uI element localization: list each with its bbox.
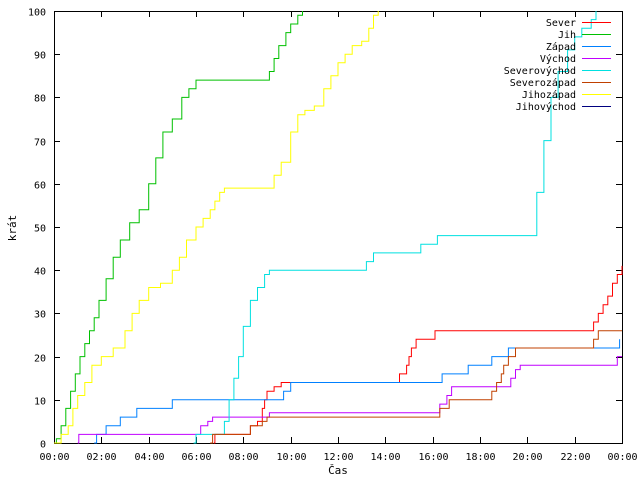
x-tick-label: 00:00	[39, 452, 69, 463]
legend-label: Severozápad	[510, 77, 576, 89]
series-line	[77, 356, 622, 444]
series-line	[210, 330, 622, 444]
legend-label: Východ	[540, 53, 576, 65]
y-tick-label: 50	[34, 224, 46, 235]
y-tick-label: 90	[34, 51, 46, 62]
x-axis: 00:00 02:00 04:00 06:00 08:00 10:00 12:00 14:00…	[39, 11, 638, 463]
y-tick-label: 80	[34, 94, 46, 105]
series-line	[193, 11, 597, 444]
series-layer	[54, 11, 623, 444]
x-tick-label: 06:00	[181, 452, 211, 463]
series-line	[213, 265, 623, 444]
legend: SeverJihZápadVýchodSeverovýchodSeverozáp…	[504, 18, 611, 113]
x-tick-label: 02:00	[86, 452, 116, 463]
legend-label: Jih	[558, 30, 576, 41]
x-tick-label: 00:00	[607, 452, 637, 463]
y-tick-label: 20	[34, 354, 46, 365]
y-tick-label: 70	[34, 138, 46, 149]
x-tick-label: 18:00	[465, 452, 495, 463]
y-tick-label: 10	[34, 397, 46, 408]
legend-label: Sever	[546, 18, 576, 29]
legend-label: Severovýchod	[504, 65, 576, 77]
y-axis-label: krát	[6, 215, 19, 242]
x-tick-label: 20:00	[512, 452, 542, 463]
x-tick-label: 08:00	[228, 452, 258, 463]
legend-label: Jihozápad	[522, 89, 576, 101]
x-tick-label: 22:00	[560, 452, 590, 463]
series-line	[54, 11, 303, 444]
x-tick-label: 14:00	[370, 452, 400, 463]
x-axis-label: Čas	[328, 464, 348, 477]
y-tick-label: 60	[34, 181, 46, 192]
x-tick-label: 04:00	[134, 452, 164, 463]
series-line	[94, 339, 621, 444]
y-tick-label: 30	[34, 310, 46, 321]
y-tick-label: 0	[40, 440, 46, 451]
x-tick-label: 10:00	[276, 452, 306, 463]
legend-label: Západ	[546, 41, 576, 53]
y-tick-label: 100	[28, 8, 46, 19]
legend-label: Jihovýchod	[516, 101, 576, 113]
y-tick-label: 40	[34, 267, 46, 278]
x-tick-label: 16:00	[418, 452, 448, 463]
x-tick-label: 12:00	[323, 452, 353, 463]
y-axis: 0 10 20 30 40 50 60 70 80 90 100	[28, 8, 622, 451]
series-line	[54, 11, 379, 444]
